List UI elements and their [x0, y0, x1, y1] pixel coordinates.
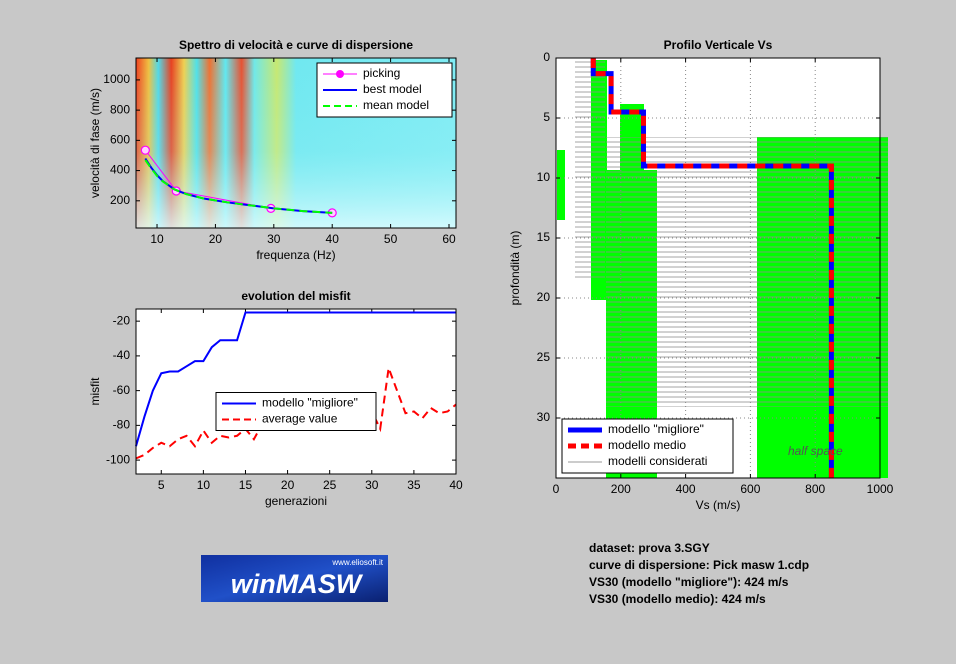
info-line: VS30 (modello "migliore"): 424 m/s [589, 575, 789, 589]
axes-box [135, 308, 457, 475]
x-axis-label: generazioni [265, 494, 327, 508]
chart-title: Spettro di velocità e curve di dispersio… [179, 38, 413, 52]
x-tick-label: 20 [209, 232, 223, 246]
series-line [590, 58, 834, 478]
axes-box [135, 57, 457, 229]
logo-title: winMASW [231, 569, 364, 599]
x-tick-label: 35 [407, 478, 421, 492]
considered-models [557, 60, 888, 478]
y-tick-label: 25 [537, 350, 551, 364]
legend-label: modello "migliore" [608, 422, 704, 436]
legend-label: modello medio [608, 438, 686, 452]
logo: www.eliosoft.it winMASW [201, 555, 388, 602]
x-tick-label: 50 [384, 232, 398, 246]
x-tick-label: 30 [365, 478, 379, 492]
axes-bg [136, 309, 456, 474]
y-tick-label: 30 [537, 410, 551, 424]
legend-label: average value [262, 412, 338, 426]
info-line: curve di dispersione: Pick masw 1.cdp [589, 558, 809, 572]
legend-box [215, 392, 377, 431]
series-line [135, 311, 456, 447]
info-line: dataset: prova 3.SGY [589, 541, 710, 555]
x-axis-label: Vs (m/s) [696, 498, 741, 512]
model-lines [606, 137, 888, 407]
model-lines [575, 60, 605, 280]
legend-label: picking [363, 66, 400, 80]
y-tick-label: -20 [113, 313, 131, 327]
x-tick-label: 10 [150, 232, 164, 246]
y-tick-label: 10 [537, 170, 551, 184]
x-tick-label: 200 [611, 482, 631, 496]
axes-box [555, 57, 881, 479]
legend-label: modello "migliore" [262, 396, 358, 410]
x-tick-label: 60 [442, 232, 456, 246]
y-tick-label: 5 [543, 110, 550, 124]
x-tick-label: 800 [805, 482, 825, 496]
x-tick-label: 30 [267, 232, 281, 246]
x-tick-label: 600 [740, 482, 760, 496]
legend-marker [336, 70, 344, 78]
x-tick-label: 400 [676, 482, 696, 496]
x-tick-label: 15 [239, 478, 253, 492]
y-tick-label: -60 [113, 383, 131, 397]
x-tick-label: 40 [326, 232, 340, 246]
y-tick-label: 0 [543, 50, 550, 64]
y-tick-label: 20 [537, 290, 551, 304]
point [140, 145, 150, 155]
y-tick-label: 15 [537, 230, 551, 244]
y-tick-label: 400 [110, 163, 130, 177]
x-tick-label: 40 [449, 478, 463, 492]
y-tick-label: -80 [113, 418, 131, 432]
annotation: half space [788, 444, 843, 458]
x-tick-label: 1000 [867, 482, 894, 496]
info: dataset: prova 3.SGY curve di dispersion… [589, 541, 809, 606]
x-tick-label: 10 [197, 478, 211, 492]
x-tick-label: 5 [158, 478, 165, 492]
y-axis-label: velocità di fase (m/s) [88, 88, 102, 198]
logo-bg [201, 555, 388, 602]
y-tick-label: -100 [106, 452, 130, 466]
series-line [144, 159, 333, 214]
y-tick-label: 1000 [103, 72, 130, 86]
x-tick-label: 0 [553, 482, 560, 496]
y-tick-label: 800 [110, 102, 130, 116]
info-line: VS30 (modello medio): 424 m/s [589, 592, 766, 606]
legend-label: best model [363, 82, 422, 96]
y-tick-label: -40 [113, 348, 131, 362]
x-tick-label: 20 [281, 478, 295, 492]
legend-label: mean model [363, 98, 429, 112]
y-axis-label: profondità (m) [508, 231, 522, 306]
y-tick-label: 200 [110, 193, 130, 207]
x-axis-label: frequenza (Hz) [256, 248, 335, 262]
chart-title: Profilo Verticale Vs [664, 38, 773, 52]
logo-url: www.eliosoft.it [331, 558, 383, 567]
chart-title: evolution del misfit [241, 289, 350, 303]
model-band [557, 150, 565, 220]
y-tick-label: 600 [110, 133, 130, 147]
x-tick-label: 25 [323, 478, 337, 492]
y-axis-label: misfit [88, 377, 102, 406]
legend-label: modelli considerati [608, 454, 707, 468]
